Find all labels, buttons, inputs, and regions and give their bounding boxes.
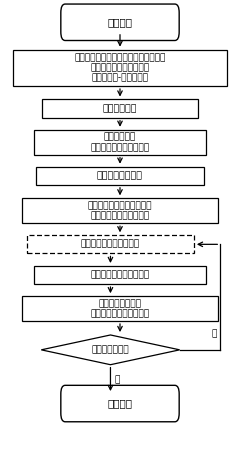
Text: 结束测量: 结束测量 — [108, 399, 132, 409]
Text: 是否继续测量？: 是否继续测量？ — [92, 345, 129, 354]
Bar — [13, 50, 227, 86]
Text: 输出仿真结果: 输出仿真结果 — [103, 104, 137, 113]
Text: 是: 是 — [212, 329, 217, 339]
FancyBboxPatch shape — [61, 4, 179, 41]
Bar — [22, 296, 218, 321]
Polygon shape — [41, 335, 180, 365]
Text: 计算出触头温度值
判断连接器是否符合标准: 计算出触头温度值 判断连接器是否符合标准 — [90, 299, 150, 318]
Text: 选择某一相进行温度测量: 选择某一相进行温度测量 — [81, 240, 140, 249]
Text: 将测量温度传递给上位机: 将测量温度传递给上位机 — [90, 271, 150, 280]
Bar — [22, 198, 218, 223]
Text: 建立连接器触头温度和触头
接线端部温度的数学关系: 建立连接器触头温度和触头 接线端部温度的数学关系 — [88, 201, 152, 220]
Bar — [36, 167, 204, 185]
Text: 建立电力连接器三维有限元温度场模型
建立接触电阳等效体模型
进行稳态热-电耦合仿真: 建立电力连接器三维有限元温度场模型 建立接触电阳等效体模型 进行稳态热-电耦合仿… — [74, 53, 166, 83]
Bar — [34, 130, 206, 154]
Bar — [42, 100, 198, 118]
Text: 否: 否 — [115, 375, 120, 384]
Text: 验证模型的正确性: 验证模型的正确性 — [97, 171, 143, 180]
Bar — [27, 235, 194, 254]
Bar — [34, 266, 206, 284]
Text: 开始测量: 开始测量 — [108, 17, 132, 27]
FancyBboxPatch shape — [61, 385, 179, 422]
Text: 处理仿真数据
得到端面温度瞬时平均值: 处理仿真数据 得到端面温度瞬时平均值 — [90, 133, 150, 152]
